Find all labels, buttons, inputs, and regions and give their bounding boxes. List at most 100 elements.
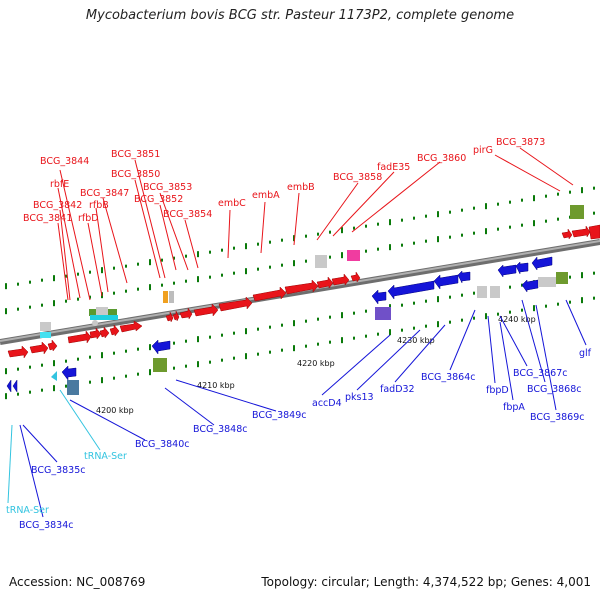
feature-box [40, 322, 51, 331]
tick-mark [53, 275, 55, 282]
gene-label: fadD32 [380, 384, 415, 395]
tick-mark [89, 295, 91, 299]
tick-mark [425, 324, 427, 328]
tick-mark [53, 300, 55, 307]
tick-mark [305, 344, 307, 348]
gene-arrow [47, 339, 58, 352]
tick-mark [257, 352, 259, 356]
gene-label: BCG_3841 [23, 213, 72, 224]
tick-mark [89, 270, 91, 274]
tick-mark [101, 267, 103, 274]
tick-mark [29, 365, 31, 369]
tick-mark [269, 265, 271, 269]
tick-mark [281, 348, 283, 352]
tick-mark [401, 328, 403, 332]
tick-mark [29, 390, 31, 394]
tick-mark [473, 291, 475, 295]
gene-arrow [67, 330, 92, 344]
reverse-genes [6, 256, 553, 393]
scale-label: 4240 kbp [498, 315, 536, 324]
tick-mark [545, 219, 547, 223]
tick-mark [41, 363, 43, 367]
tick-mark [593, 271, 595, 275]
tick-mark [113, 291, 115, 295]
gene-arrow [252, 286, 287, 302]
tick-mark [173, 341, 175, 345]
tick-mark [437, 211, 439, 218]
tick-mark [197, 361, 199, 368]
tick-mark [341, 312, 343, 319]
tick-mark [113, 351, 115, 355]
tick-mark [305, 234, 307, 238]
tick-mark [545, 194, 547, 198]
tick-mark [377, 247, 379, 251]
feature-box [570, 205, 584, 219]
gene-arrow [12, 379, 18, 393]
tick-mark [29, 305, 31, 309]
tick-mark [125, 264, 127, 268]
tick-mark [533, 220, 535, 227]
gene-label: BCG_3840c [135, 439, 190, 450]
tick-mark [425, 239, 427, 243]
tick-mark [365, 309, 367, 313]
tick-mark [425, 214, 427, 218]
tick-mark [461, 208, 463, 212]
tick-mark [89, 355, 91, 359]
tick-mark [365, 224, 367, 228]
tick-mark [533, 195, 535, 202]
tick-mark [593, 211, 595, 215]
gene-label: BCG_3868c [527, 384, 582, 395]
gene-label: accD4 [312, 398, 342, 409]
tick-mark [221, 248, 223, 252]
feature-box [556, 272, 568, 284]
tick-mark [437, 321, 439, 328]
tick-mark [569, 300, 571, 304]
tick-mark [233, 246, 235, 250]
feature-box [490, 286, 500, 298]
gene-arrow [531, 256, 553, 271]
tick-mark [137, 372, 139, 376]
gene-label: embC [218, 198, 246, 209]
gene-label: BCG_3844 [40, 156, 89, 167]
tick-mark [449, 295, 451, 299]
tick-mark [401, 243, 403, 247]
gene-label: BCG_3851 [111, 149, 160, 160]
gene-label: tRNA-Ser [84, 451, 127, 462]
scale-labels: 4200 kbp 4210 kbp 4220 kbp 4230 kbp 4240… [96, 315, 536, 415]
gene-label: BCG_3848c [193, 424, 248, 435]
tick-mark [329, 340, 331, 344]
gene-arrow [316, 276, 334, 289]
scale-label: 4210 kbp [197, 381, 235, 390]
tick-mark [137, 347, 139, 351]
tick-mark [557, 302, 559, 306]
bottom-labels: BCG_3835c tRNA-Ser BCG_3834c tRNA-Ser BC… [6, 348, 592, 531]
tick-mark [329, 230, 331, 234]
gene-arrow [331, 273, 350, 286]
tick-mark [293, 345, 295, 352]
tick-mark [341, 337, 343, 344]
tick-mark [581, 187, 583, 194]
tick-mark [449, 235, 451, 239]
tick-mark [437, 296, 439, 303]
gene-arrow [119, 320, 143, 333]
gene-label: pks13 [345, 392, 374, 403]
tick-mark [413, 326, 415, 330]
gene-arrow [371, 289, 387, 305]
tick-mark [281, 323, 283, 327]
tick-mark [281, 238, 283, 242]
tick-mark [173, 281, 175, 285]
feature-box [90, 315, 118, 320]
tick-mark [233, 331, 235, 335]
gene-arrow [6, 379, 12, 393]
tick-mark [125, 289, 127, 293]
tick-mark [197, 276, 199, 283]
tick-mark [17, 282, 19, 286]
tick-mark [401, 303, 403, 307]
gene-arrow [457, 270, 471, 284]
tick-mark [209, 335, 211, 339]
tick-mark [77, 272, 79, 276]
tick-mark [317, 317, 319, 321]
gene-arrow [284, 279, 319, 295]
tick-mark [581, 272, 583, 279]
tick-mark [245, 243, 247, 250]
